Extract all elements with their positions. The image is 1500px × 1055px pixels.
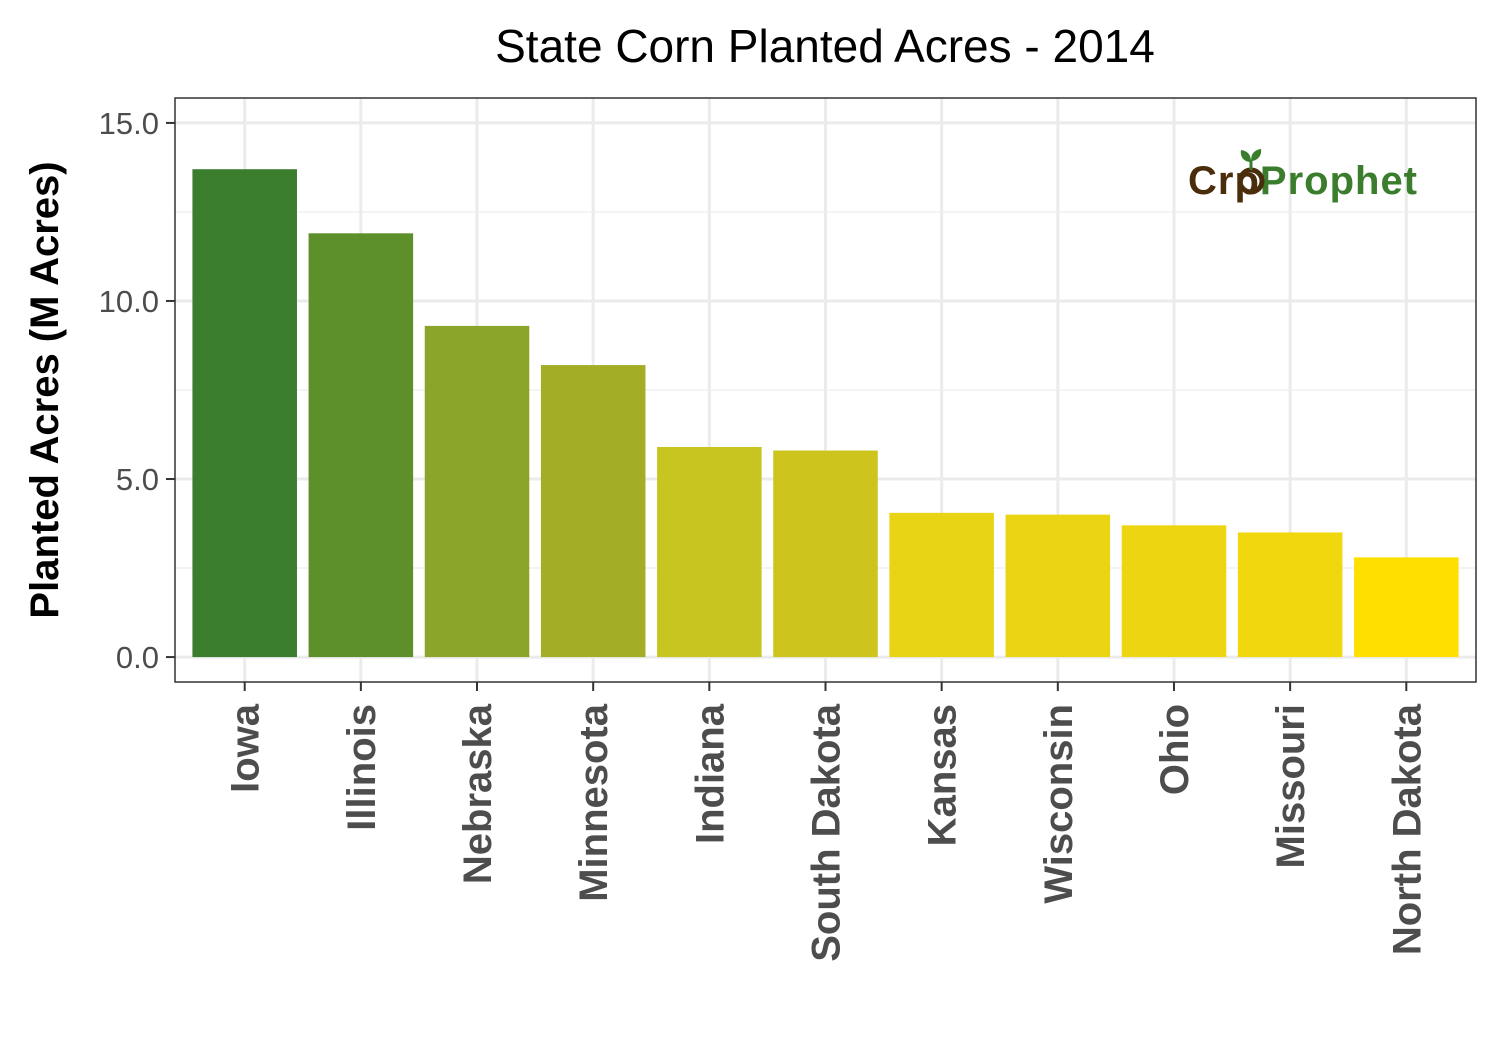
x-tick-label: Missouri bbox=[1269, 704, 1313, 868]
x-tick-label: South Dakota bbox=[805, 703, 849, 962]
x-tick-label: Kansas bbox=[921, 704, 965, 846]
y-axis: 0.0 5.0 10.0 15.0 bbox=[99, 106, 175, 675]
x-tick-label: Indiana bbox=[688, 703, 732, 844]
bar-nebraska bbox=[424, 325, 530, 658]
bar-illinois bbox=[308, 233, 414, 658]
x-tick-label: Wisconsin bbox=[1037, 704, 1081, 904]
bar-south-dakota bbox=[773, 450, 878, 658]
bar-iowa bbox=[192, 169, 297, 658]
cropprophet-logo: CrpProphet bbox=[1188, 149, 1418, 203]
x-tick-label: Illinois bbox=[340, 704, 384, 831]
x-tick-label: Ohio bbox=[1153, 704, 1197, 795]
bars bbox=[192, 169, 1459, 658]
x-tick-label: North Dakota bbox=[1385, 703, 1429, 955]
y-tick-label: 5.0 bbox=[116, 462, 159, 497]
bar-missouri bbox=[1237, 532, 1343, 658]
plot-area bbox=[175, 98, 1476, 682]
logo-text-prophet: Prophet bbox=[1260, 159, 1418, 203]
bar-north-dakota bbox=[1354, 557, 1459, 658]
x-tick-label: Nebraska bbox=[456, 703, 500, 884]
x-tick-label: Minnesota bbox=[572, 703, 616, 902]
bar-kansas bbox=[889, 512, 994, 658]
y-tick-label: 15.0 bbox=[99, 106, 159, 141]
y-tick-label: 10.0 bbox=[99, 284, 159, 319]
bar-wisconsin bbox=[1005, 514, 1111, 658]
x-tick-label: Iowa bbox=[224, 703, 268, 793]
x-axis: Iowa Illinois Nebraska Minnesota Indiana Sout… bbox=[224, 682, 1429, 962]
svg-text:CrpProphet: CrpProphet bbox=[1188, 159, 1418, 203]
y-axis-title: Planted Acres (M Acres) bbox=[23, 161, 67, 618]
bar-minnesota bbox=[540, 365, 646, 658]
chart-title: State Corn Planted Acres - 2014 bbox=[495, 20, 1155, 72]
logo-text-crop-part1: Cr bbox=[1188, 159, 1234, 203]
bar-indiana bbox=[657, 446, 762, 658]
bar-ohio bbox=[1121, 525, 1227, 658]
y-tick-label: 0.0 bbox=[116, 640, 159, 675]
sprout-o-icon bbox=[1237, 149, 1265, 195]
